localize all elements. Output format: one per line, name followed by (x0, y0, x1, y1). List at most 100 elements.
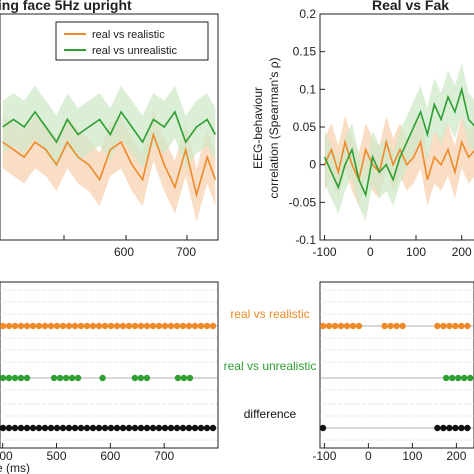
right-title: Real vs Fak (372, 0, 449, 13)
right-sig-dot-orange (337, 322, 345, 330)
left-sig-dot-black (41, 424, 49, 432)
left-band-green (2, 85, 216, 169)
right-sig-dot-orange (434, 322, 441, 330)
right-bottom-tick-label: 0 (365, 449, 372, 463)
left-sig-dot-green (68, 374, 76, 382)
right-sig-dot-orange (343, 322, 351, 330)
left-sig-dot-orange (197, 322, 205, 330)
right-sig-dot-black (434, 424, 441, 432)
left-sig-dot-black (59, 424, 67, 432)
right-bottom-tick-label: -100 (312, 449, 336, 463)
left-sig-dot-black (167, 424, 175, 432)
left-sig-dot-black (107, 424, 115, 432)
legend-label-realistic: real vs realistic (92, 29, 165, 41)
right-sig-dot-black (319, 424, 327, 432)
left-sig-dot-orange (101, 322, 109, 330)
left-sig-dot-orange (143, 322, 151, 330)
left-series-orange (2, 131, 217, 198)
right-series-green (323, 86, 474, 198)
right-y-tick-label: -0.1 (295, 233, 316, 247)
left-sig-dot-green (17, 374, 25, 382)
right-series-orange (323, 138, 474, 183)
left-series-green (2, 110, 217, 144)
left-sig-dot-black (137, 424, 145, 432)
left-sig-dot-black (89, 424, 97, 432)
right-sig-dot-orange (331, 322, 339, 330)
left-sig-dot-orange (47, 322, 55, 330)
left-plot-frame (0, 13, 219, 241)
left-sig-dot-black (77, 424, 85, 432)
left-sig-dot-orange (191, 322, 199, 330)
right-sig-dot-orange (349, 322, 357, 330)
left-sig-dot-black (29, 424, 37, 432)
left-sig-dot-black (185, 424, 193, 432)
sig-label-realistic: real vs realistic (230, 307, 309, 321)
left-sig-dot-orange (155, 322, 163, 330)
left-sig-dot-orange (167, 322, 175, 330)
right-sig-dot-black (446, 424, 453, 432)
left-sig-dot-orange (161, 322, 169, 330)
right-line-panel: Real vs Fak 0.2 0.15 0.1 0.05 0 -0.05 -0.1 EEG… (251, 0, 474, 259)
right-y-tick-label: 0.2 (299, 7, 316, 21)
left-sig-dot-orange (185, 322, 193, 330)
right-sig-frame (319, 281, 474, 449)
left-sig-dot-black (47, 424, 55, 432)
right-sig-dot-black (464, 424, 471, 432)
left-sig-dot-black (161, 424, 169, 432)
left-sig-dot-orange (113, 322, 121, 330)
left-sig-dot-orange (149, 322, 157, 330)
left-sig-dot-orange (203, 322, 211, 330)
left-sig-dot-green (99, 374, 106, 382)
right-y-tick-label: 0.05 (293, 120, 317, 134)
left-sig-dot-orange (71, 322, 79, 330)
right-sig-dot-orange (387, 322, 394, 330)
left-sig-frame (0, 281, 219, 449)
left-sig-dot-black (83, 424, 91, 432)
right-sig-dot-orange (325, 322, 333, 330)
right-sig-dot-orange (399, 322, 406, 330)
left-line-panel: ling face 5Hz upright real vs realistic … (0, 0, 219, 259)
left-sig-dot-orange (35, 322, 43, 330)
right-sig-dot-orange (319, 322, 327, 330)
left-sig-dot-black (101, 424, 109, 432)
left-sig-dot-black (113, 424, 121, 432)
left-bottom-tick-label: 400 (0, 449, 13, 463)
right-sig-dot-orange (440, 322, 447, 330)
left-sig-dot-black (11, 424, 19, 432)
right-sig-dot-black (458, 424, 465, 432)
right-sig-dot-orange (381, 322, 388, 330)
left-sig-dot-orange (179, 322, 187, 330)
right-sig-dot-green (461, 374, 468, 382)
left-sig-dot-green (74, 374, 82, 382)
left-sig-dot-black (119, 424, 127, 432)
left-sig-dot-green (186, 374, 194, 382)
left-sig-dot-orange (107, 322, 115, 330)
right-y-tick-label: -0.05 (289, 195, 317, 209)
legend-label-unrealistic: real vs unrealistic (92, 45, 177, 57)
left-bottom-tick-label: 700 (154, 449, 174, 463)
left-sig-dot-orange (23, 322, 31, 330)
right-sig-dot-orange (393, 322, 400, 330)
right-bottom-tick-label: 100 (402, 449, 422, 463)
left-sig-dot-black (203, 424, 211, 432)
left-sig-dot-green (131, 374, 139, 382)
left-sig-dot-black (5, 424, 13, 432)
left-sig-dot-orange (83, 322, 91, 330)
left-sig-dot-black (191, 424, 199, 432)
left-sig-dot-black (149, 424, 157, 432)
left-title: ling face 5Hz upright (0, 0, 132, 13)
left-sig-dot-orange (0, 322, 7, 330)
legend-box (55, 21, 209, 61)
left-sig-dot-black (209, 424, 217, 432)
left-sig-dot-orange (41, 322, 49, 330)
left-sig-dot-orange (209, 322, 217, 330)
left-sig-dot-black (173, 424, 181, 432)
left-sig-dot-orange (17, 322, 25, 330)
left-sig-dot-black (95, 424, 103, 432)
right-x-tick-label: 100 (406, 245, 426, 259)
left-sig-dot-black (17, 424, 25, 432)
left-sig-dot-orange (173, 322, 181, 330)
left-sig-dot-black (23, 424, 31, 432)
left-sig-dot-black (53, 424, 61, 432)
right-sig-dot-black (452, 424, 459, 432)
